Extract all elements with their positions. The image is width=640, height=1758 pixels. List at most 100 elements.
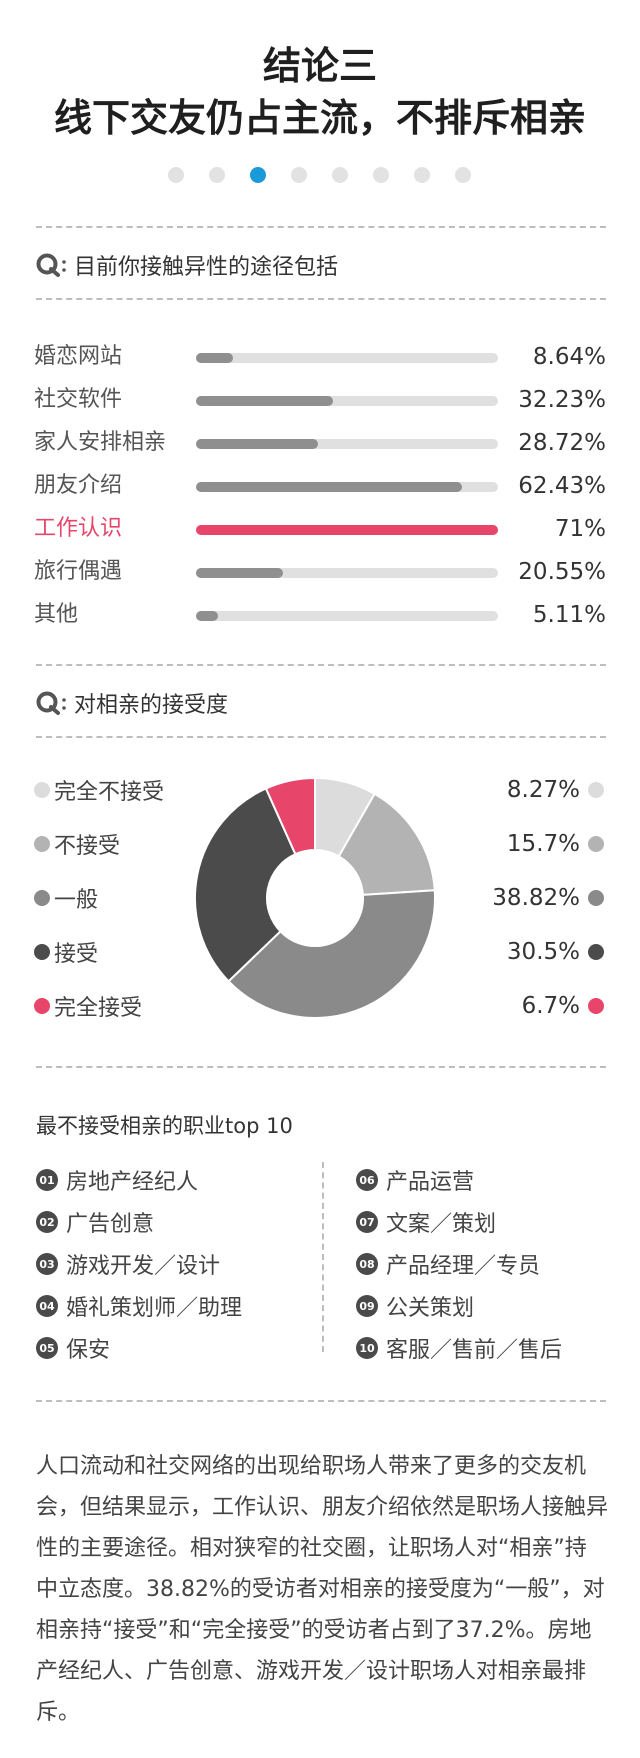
bar [196, 568, 284, 578]
search-q-icon [36, 252, 72, 278]
bar-value-label: 62.43% [518, 473, 606, 499]
column-divider [322, 1162, 324, 1352]
rank-badge: 10 [356, 1337, 378, 1359]
donut-slice [195, 787, 297, 983]
pagination-dot[interactable] [373, 167, 389, 183]
bar-category-label: 社交软件 [34, 387, 123, 412]
pagination-dot[interactable] [209, 167, 225, 183]
legend-label: 不接受 [54, 834, 121, 859]
list-item: 06 产品运营 [356, 1163, 474, 1197]
job-label: 产品运营 [386, 1170, 475, 1195]
divider [36, 226, 606, 228]
list-item: 02 广告创意 [36, 1205, 154, 1239]
bar-row: 其他 5.11% [34, 598, 606, 632]
bar-row: 朋友介绍 62.43% [34, 469, 606, 503]
bar-track [196, 611, 498, 621]
legend-label: 接受 [54, 942, 99, 967]
pagination-dot[interactable] [414, 167, 430, 183]
slice-value-item: 6.7% [522, 989, 604, 1023]
slice-value-item: 15.7% [507, 827, 604, 861]
slice-swatch [588, 944, 604, 960]
pagination-dot[interactable] [250, 167, 266, 183]
slice-value-label: 15.7% [506, 831, 580, 857]
job-label: 文案／策划 [386, 1212, 497, 1237]
divider [36, 736, 606, 738]
slice-swatch [588, 782, 604, 798]
rank-badge: 05 [36, 1337, 58, 1359]
pagination-dot[interactable] [168, 167, 184, 183]
page-subtitle: 线下交友仍占主流，不排斥相亲 [53, 96, 586, 140]
rank-badge: 04 [36, 1295, 58, 1317]
rank-badge: 02 [36, 1211, 58, 1233]
divider [36, 1066, 606, 1068]
bar [196, 482, 462, 492]
rank-badge: 09 [356, 1295, 378, 1317]
bar-category-label: 旅行偶遇 [34, 559, 123, 584]
bar-track [196, 353, 498, 363]
bar-category-label: 家人安排相亲 [34, 430, 167, 455]
job-label: 产品经理／专员 [386, 1254, 541, 1279]
slice-value-item: 30.5% [507, 935, 604, 969]
bar-row: 旅行偶遇 20.55% [34, 555, 606, 589]
legend-swatch [34, 944, 50, 960]
bar [196, 525, 498, 535]
rank-badge: 08 [356, 1253, 378, 1275]
bar-value-label: 32.23% [518, 387, 606, 413]
top10-title: 最不接受相亲的职业top 10 [36, 1114, 293, 1138]
divider [36, 298, 606, 300]
list-item: 09 公关策划 [356, 1289, 474, 1323]
legend-label: 完全接受 [54, 996, 143, 1021]
bar-value-label: 5.11% [532, 602, 606, 628]
bar [196, 611, 218, 621]
divider [36, 1400, 606, 1402]
page-title: 结论三 [262, 44, 377, 88]
question-1-text: 目前你接触异性的途径包括 [74, 255, 339, 280]
legend-item: 一般 [34, 881, 98, 915]
slice-value-label: 30.5% [506, 939, 580, 965]
pagination-dot[interactable] [332, 167, 348, 183]
bar [196, 396, 334, 406]
bar-track [196, 439, 498, 449]
legend-swatch [34, 836, 50, 852]
slice-value-item: 8.27% [507, 773, 604, 807]
legend-item: 接受 [34, 935, 98, 969]
legend-swatch [34, 998, 50, 1014]
legend-label: 一般 [54, 888, 99, 913]
job-label: 房地产经纪人 [66, 1170, 199, 1195]
slice-value-item: 38.82% [492, 881, 604, 915]
job-label: 客服／售前／售后 [386, 1338, 563, 1363]
list-item: 08 产品经理／专员 [356, 1247, 540, 1281]
list-item: 01 房地产经纪人 [36, 1163, 198, 1197]
list-item: 03 游戏开发／设计 [36, 1247, 220, 1281]
bar-row: 工作认识 71% [34, 512, 606, 546]
pagination-dot[interactable] [455, 167, 471, 183]
job-label: 广告创意 [66, 1212, 155, 1237]
list-item: 10 客服／售前／售后 [356, 1331, 562, 1365]
bar-value-label: 20.55% [518, 559, 606, 585]
bar-track [196, 396, 498, 406]
legend-swatch [34, 782, 50, 798]
donut-slice [264, 778, 316, 856]
title-block: 结论三 线下交友仍占主流，不排斥相亲 [0, 40, 640, 144]
question-2: 对相亲的接受度 [36, 686, 228, 720]
slice-swatch [588, 836, 604, 852]
divider [36, 664, 606, 666]
job-label: 游戏开发／设计 [66, 1254, 221, 1279]
rank-badge: 06 [356, 1169, 378, 1191]
legend-item: 完全不接受 [34, 773, 164, 807]
donut-slice [227, 889, 435, 1018]
legend-swatch [34, 890, 50, 906]
bar-category-label: 朋友介绍 [34, 473, 123, 498]
bar [196, 353, 233, 363]
acceptance-donut-chart [195, 778, 435, 1018]
question-2-text: 对相亲的接受度 [74, 693, 229, 718]
rank-badge: 01 [36, 1169, 58, 1191]
bar-category-label: 工作认识 [34, 516, 123, 541]
bar-track [196, 525, 498, 535]
pagination-dot[interactable] [291, 167, 307, 183]
slice-swatch [588, 998, 604, 1014]
bar-row: 婚恋网站 8.64% [34, 340, 606, 374]
legend-label: 完全不接受 [54, 780, 165, 805]
summary-paragraph: 人口流动和社交网络的出现给职场人带来了更多的交友机会，但结果显示，工作认识、朋友… [36, 1454, 609, 1725]
rank-badge: 03 [36, 1253, 58, 1275]
